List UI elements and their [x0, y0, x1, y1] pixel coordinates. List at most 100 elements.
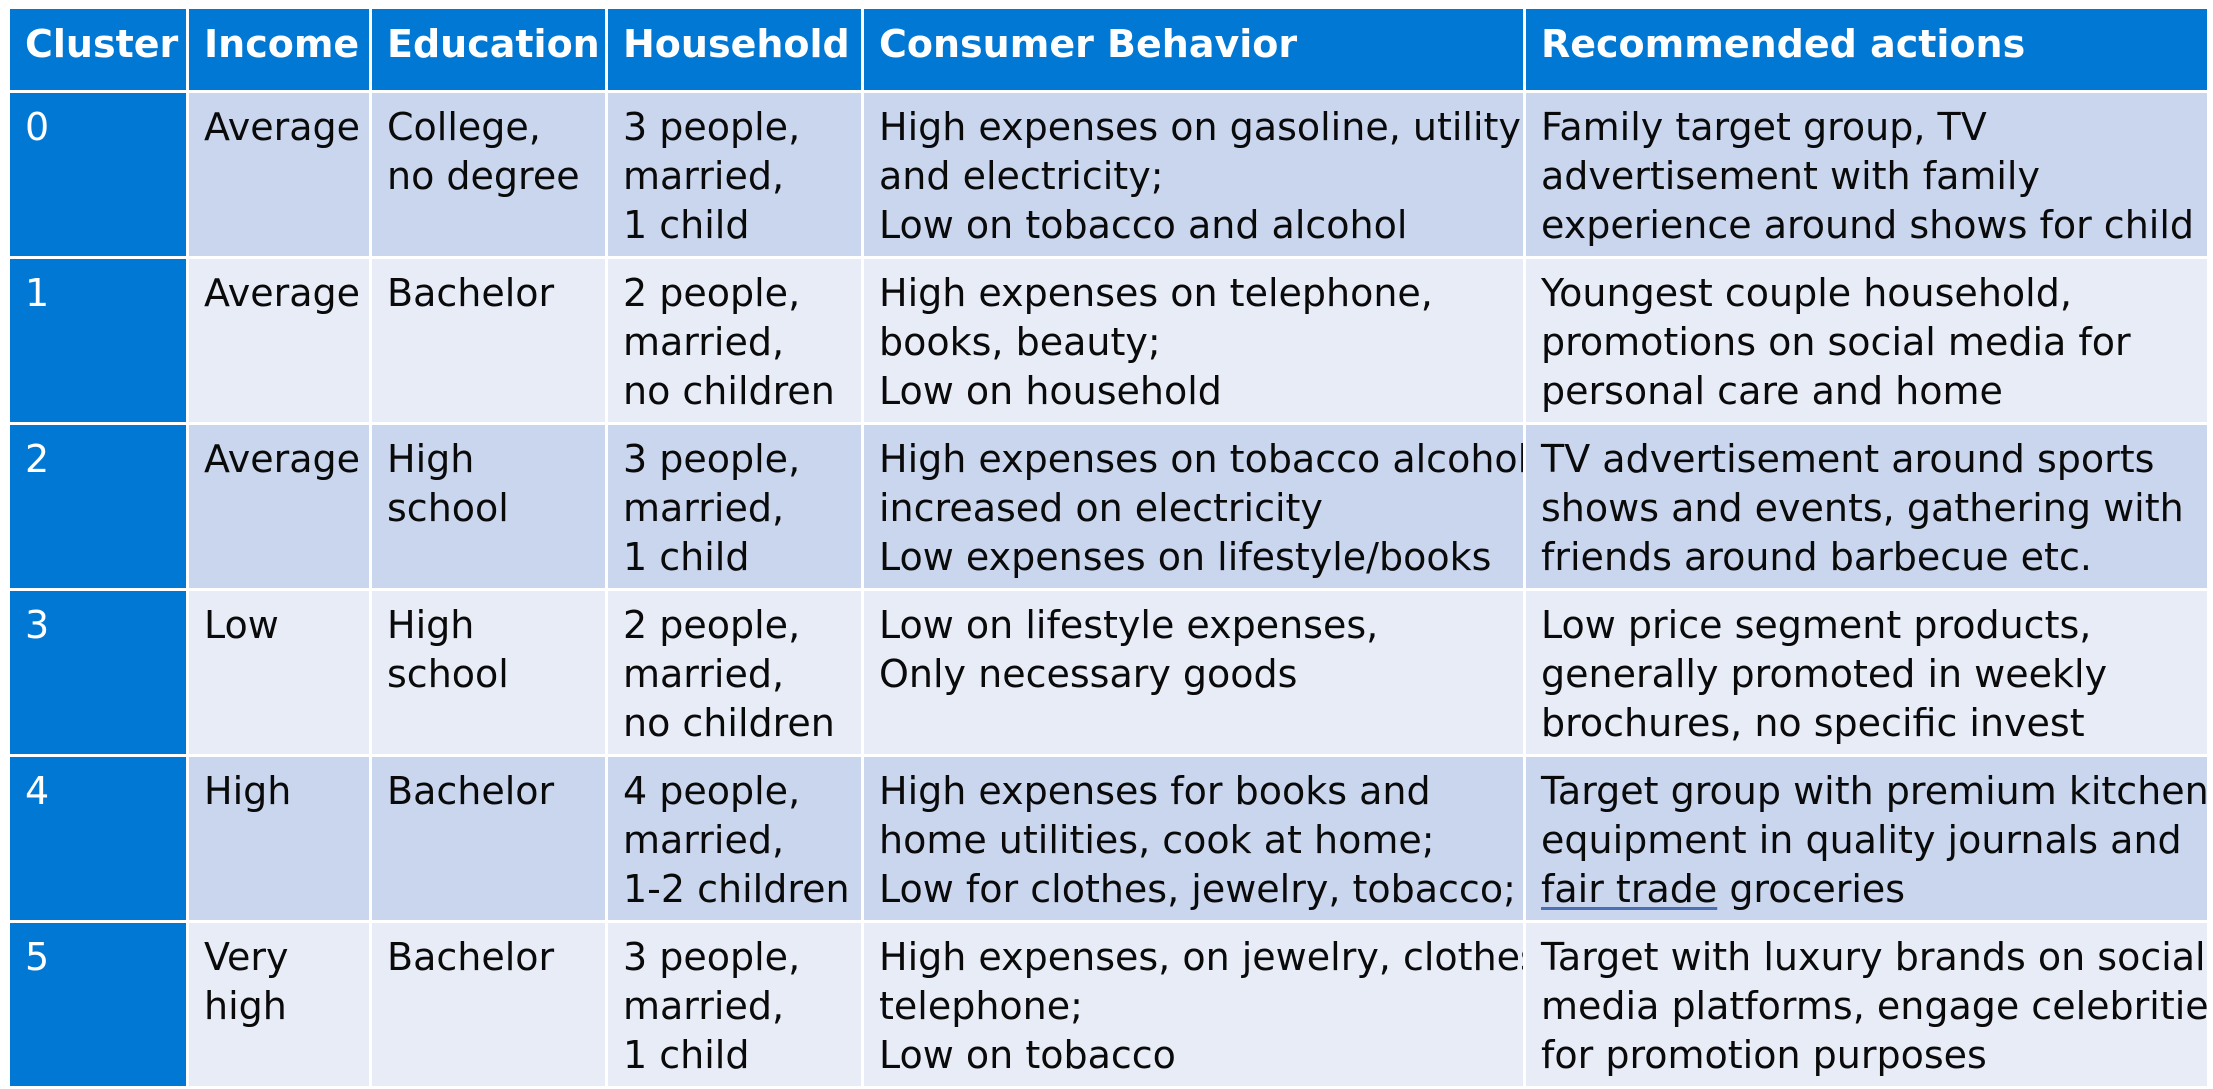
household-line: married,	[623, 818, 785, 862]
header-row: Cluster Income Education Household Consu…	[7, 6, 2210, 93]
header-income: Income	[186, 6, 372, 93]
behavior-cell: High expenses, on jewelry, clothes, tele…	[861, 920, 1526, 1089]
actions-line-rest: groceries	[1717, 867, 1906, 911]
cluster-id-cell: 3	[7, 588, 189, 757]
actions-line: friends around barbecue etc.	[1541, 535, 2092, 579]
household-line: 2 people,	[623, 271, 801, 315]
education-cell: Bachelor	[369, 754, 608, 923]
cluster-id-cell: 1	[7, 256, 189, 425]
behavior-line: Only necessary goods	[879, 652, 1298, 696]
actions-line-last: fair trade groceries	[1541, 865, 2192, 914]
household-line: 2 people,	[623, 603, 801, 647]
household-cell: 2 people, married, no children	[605, 588, 864, 757]
behavior-line: books, beauty;	[879, 320, 1161, 364]
behavior-line: Low on tobacco	[879, 1033, 1176, 1077]
actions-line: Youngest couple household,	[1541, 271, 2072, 315]
behavior-line: and electricity;	[879, 154, 1164, 198]
education-line: High	[387, 603, 475, 647]
household-line: 1 child	[623, 203, 750, 247]
cluster-id-cell: 5	[7, 920, 189, 1089]
behavior-line: High expenses on tobacco alcohol;	[879, 437, 1525, 481]
behavior-line: home utilities, cook at home;	[879, 818, 1435, 862]
income-line: Low	[204, 603, 279, 647]
actions-cell: Youngest couple household, promotions on…	[1523, 256, 2210, 425]
education-cell: High school	[369, 588, 608, 757]
education-line: school	[387, 486, 509, 530]
education-line: College,	[387, 105, 541, 149]
behavior-cell: High expenses on telephone, books, beaut…	[861, 256, 1526, 425]
cluster-id-cell: 0	[7, 90, 189, 259]
actions-line: Target group with premium kitchen	[1541, 769, 2209, 813]
education-cell: Bachelor	[369, 256, 608, 425]
income-cell: Low	[186, 588, 372, 757]
household-line: 1 child	[623, 535, 750, 579]
household-cell: 3 people, married, 1 child	[605, 920, 864, 1089]
actions-cell: Target group with premium kitchen equipm…	[1523, 754, 2210, 923]
table-row: 0 Average College, no degree 3 people, m…	[7, 90, 2210, 259]
table-row: 3 Low High school 2 people, married, no …	[7, 588, 2210, 757]
education-line: school	[387, 652, 509, 696]
education-cell: Bachelor	[369, 920, 608, 1089]
fair-trade-link-text: fair trade	[1541, 867, 1718, 911]
actions-line: Low price segment products,	[1541, 603, 2092, 647]
behavior-line: High expenses, on jewelry, clothes,	[879, 935, 1525, 979]
behavior-cell: High expenses for books and home utiliti…	[861, 754, 1526, 923]
education-cell: College, no degree	[369, 90, 608, 259]
table-row: 1 Average Bachelor 2 people, married, no…	[7, 256, 2210, 425]
income-line: Average	[204, 271, 361, 315]
household-line: 1 child	[623, 1033, 750, 1077]
household-line: 1-2 children	[623, 867, 850, 911]
household-cell: 2 people, married, no children	[605, 256, 864, 425]
education-cell: High school	[369, 422, 608, 591]
behavior-line: High expenses for books and	[879, 769, 1431, 813]
income-cell: Average	[186, 422, 372, 591]
header-consumer-behavior: Consumer Behavior	[861, 6, 1526, 93]
actions-cell: Family target group, TV advertisement wi…	[1523, 90, 2210, 259]
table-row: 4 High Bachelor 4 people, married, 1-2 c…	[7, 754, 2210, 923]
income-cell: Average	[186, 256, 372, 425]
cluster-table-container: Cluster Income Education Household Consu…	[7, 6, 2210, 1089]
actions-cell: TV advertisement around sports shows and…	[1523, 422, 2210, 591]
household-cell: 3 people, married, 1 child	[605, 90, 864, 259]
actions-line: brochures, no specific invest	[1541, 701, 2085, 745]
household-line: married,	[623, 154, 785, 198]
behavior-cell: High expenses on tobacco alcohol; increa…	[861, 422, 1526, 591]
income-cell: High	[186, 754, 372, 923]
household-line: 3 people,	[623, 105, 801, 149]
behavior-line: High expenses on telephone,	[879, 271, 1433, 315]
household-line: married,	[623, 652, 785, 696]
actions-line: Target with luxury brands on social	[1541, 935, 2206, 979]
education-line: Bachelor	[387, 935, 555, 979]
education-line: no degree	[387, 154, 580, 198]
actions-line: equipment in quality journals and	[1541, 818, 2182, 862]
actions-line: TV advertisement around sports	[1541, 437, 2155, 481]
behavior-cell: High expenses on gasoline, utility and e…	[861, 90, 1526, 259]
education-line: High	[387, 437, 475, 481]
actions-line: experience around shows for child	[1541, 203, 2195, 247]
behavior-line: Low on tobacco and alcohol	[879, 203, 1408, 247]
income-line: high	[204, 984, 287, 1028]
behavior-line: Low on lifestyle expenses,	[879, 603, 1379, 647]
household-line: married,	[623, 320, 785, 364]
education-line: Bachelor	[387, 769, 555, 813]
household-cell: 3 people, married, 1 child	[605, 422, 864, 591]
income-cell: Average	[186, 90, 372, 259]
household-line: 3 people,	[623, 935, 801, 979]
actions-line: media platforms, engage celebrities	[1541, 984, 2209, 1028]
actions-cell: Target with luxury brands on social medi…	[1523, 920, 2210, 1089]
cluster-table: Cluster Income Education Household Consu…	[7, 6, 2210, 1089]
actions-line: generally promoted in weekly	[1541, 652, 2108, 696]
table-row: 2 Average High school 3 people, married,…	[7, 422, 2210, 591]
header-cluster: Cluster	[7, 6, 189, 93]
behavior-line: telephone;	[879, 984, 1083, 1028]
cluster-id-cell: 4	[7, 754, 189, 923]
table-row: 5 Very high Bachelor 3 people, married, …	[7, 920, 2210, 1089]
actions-line: personal care and home	[1541, 369, 2003, 413]
actions-line: advertisement with family	[1541, 154, 2040, 198]
household-line: 4 people,	[623, 769, 801, 813]
header-education: Education	[369, 6, 608, 93]
behavior-cell: Low on lifestyle expenses, Only necessar…	[861, 588, 1526, 757]
household-line: married,	[623, 984, 785, 1028]
actions-line: shows and events, gathering with	[1541, 486, 2184, 530]
income-line: Average	[204, 437, 361, 481]
